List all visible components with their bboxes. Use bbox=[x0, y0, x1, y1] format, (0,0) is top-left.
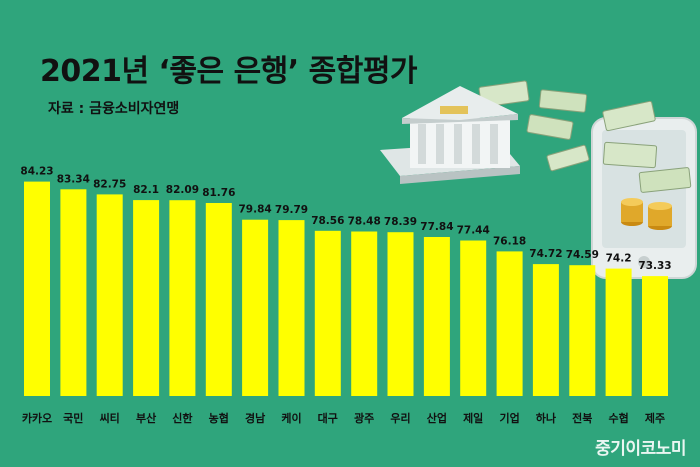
chart-source: 자료 : 금융소비자연맹 bbox=[48, 101, 180, 117]
data-label-17: 73.33 bbox=[638, 260, 671, 272]
money-bills-icon bbox=[478, 80, 692, 193]
bar-16 bbox=[605, 268, 632, 396]
category-label-6: 경남 bbox=[245, 411, 265, 425]
bar-5 bbox=[205, 203, 232, 396]
data-label-6: 79.84 bbox=[238, 204, 271, 216]
bar-1 bbox=[60, 189, 87, 396]
category-label-8: 대구 bbox=[318, 411, 338, 425]
category-label-13: 기업 bbox=[499, 411, 519, 425]
data-label-5: 81.76 bbox=[202, 187, 235, 199]
data-label-11: 77.84 bbox=[420, 221, 453, 233]
bank-building-icon bbox=[380, 86, 520, 184]
data-label-0: 84.23 bbox=[20, 166, 53, 178]
category-label-5: 농협 bbox=[209, 411, 229, 425]
data-label-13: 76.18 bbox=[493, 235, 526, 247]
bar-7 bbox=[278, 220, 305, 396]
bar-14 bbox=[532, 264, 559, 396]
data-label-3: 82.1 bbox=[133, 184, 159, 196]
category-label-7: 케이 bbox=[281, 411, 301, 425]
bar-6 bbox=[242, 219, 269, 396]
category-label-0: 카카오 bbox=[22, 411, 52, 425]
category-label-15: 전북 bbox=[572, 411, 592, 425]
category-label-16: 수협 bbox=[608, 411, 628, 425]
data-label-15: 74.59 bbox=[566, 249, 599, 261]
data-label-2: 82.75 bbox=[93, 178, 126, 190]
category-label-9: 광주 bbox=[354, 412, 374, 425]
watermark: 중기이코노미 bbox=[595, 439, 686, 459]
category-label-4: 신한 bbox=[172, 411, 192, 425]
category-label-1: 국민 bbox=[63, 411, 83, 425]
data-label-4: 82.09 bbox=[166, 184, 199, 196]
data-label-1: 83.34 bbox=[57, 173, 90, 185]
data-label-12: 77.44 bbox=[457, 225, 490, 237]
bar-4 bbox=[169, 200, 196, 396]
chart-title: 2021년 ‘좋은 은행’ 종합평가 bbox=[40, 54, 418, 89]
bar-2 bbox=[96, 194, 123, 396]
category-label-3: 부산 bbox=[136, 411, 156, 425]
bar-12 bbox=[460, 240, 487, 396]
coin-stack-icon bbox=[621, 198, 672, 230]
category-label-14: 하나 bbox=[536, 411, 556, 425]
category-label-11: 산업 bbox=[427, 411, 447, 425]
data-label-7: 79.79 bbox=[275, 204, 308, 216]
bar-3 bbox=[133, 200, 160, 396]
bar-15 bbox=[569, 265, 596, 396]
data-label-10: 78.39 bbox=[384, 216, 417, 228]
bar-10 bbox=[387, 232, 414, 396]
bar-13 bbox=[496, 251, 523, 396]
category-label-10: 우리 bbox=[390, 411, 410, 425]
category-label-2: 씨티 bbox=[100, 411, 120, 425]
bar-0 bbox=[24, 181, 50, 396]
bar-9 bbox=[351, 231, 378, 396]
data-label-9: 78.48 bbox=[348, 216, 381, 228]
data-label-14: 74.72 bbox=[529, 248, 562, 260]
bar-17 bbox=[642, 276, 668, 396]
data-label-16: 74.2 bbox=[606, 253, 632, 265]
category-label-12: 제일 bbox=[463, 411, 483, 425]
bar-11 bbox=[423, 237, 450, 396]
category-label-17: 제주 bbox=[645, 411, 665, 425]
data-label-8: 78.56 bbox=[311, 215, 344, 227]
bar-8 bbox=[314, 230, 341, 396]
